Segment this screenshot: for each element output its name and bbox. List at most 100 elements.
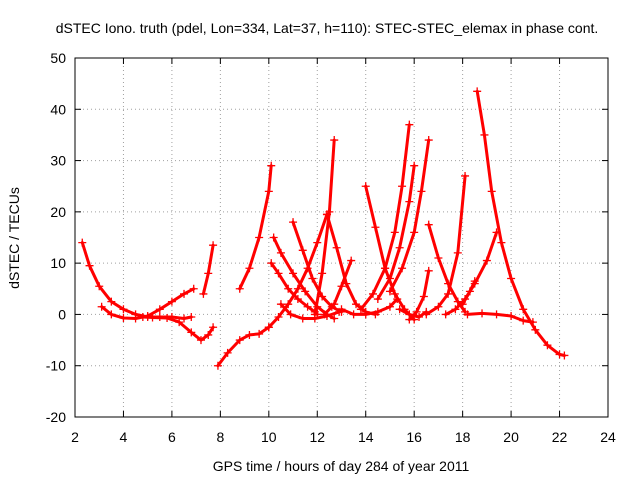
data-point [356, 305, 365, 314]
data-point [274, 312, 283, 321]
data-point [330, 136, 339, 145]
data-point [330, 300, 339, 309]
data-point [470, 277, 479, 286]
data-point [371, 223, 380, 232]
axis-ticks [74, 57, 609, 418]
data-series-23 [422, 171, 470, 319]
data-point [175, 318, 184, 327]
x-tick-label: 6 [168, 429, 176, 445]
data-point [289, 218, 298, 227]
data-series-5 [213, 323, 273, 370]
data-point [337, 305, 346, 314]
data-point [385, 302, 394, 311]
y-tick-label: -20 [46, 409, 66, 425]
data-point [507, 311, 516, 320]
series-line [388, 138, 431, 293]
y-tick-label: 10 [50, 255, 66, 271]
data-point [269, 233, 278, 242]
data-point [337, 282, 346, 291]
data-point [180, 314, 189, 323]
data-point [419, 292, 428, 301]
y-tick-label: -10 [46, 358, 66, 374]
data-point [318, 269, 327, 278]
data-point [463, 310, 472, 319]
data-point [492, 310, 501, 319]
x-tick-label: 24 [600, 429, 616, 445]
series-line [407, 269, 431, 322]
data-series-27 [473, 87, 569, 360]
data-point [405, 197, 414, 206]
y-tick-labels: -20 -10 0 10 20 30 40 50 [46, 50, 66, 425]
y-tick-label: 20 [50, 204, 66, 220]
x-tick-label: 18 [455, 429, 471, 445]
data-point [189, 284, 198, 293]
data-point [373, 295, 382, 304]
data-point [361, 182, 370, 191]
data-point [555, 350, 564, 359]
data-point [441, 310, 450, 319]
data-series-24 [441, 228, 501, 319]
data-point [453, 297, 462, 306]
series-line [238, 164, 273, 291]
data-point [308, 274, 317, 283]
series-line [279, 302, 341, 320]
data-point [444, 289, 453, 298]
data-point [155, 305, 164, 314]
x-axis-label: GPS time / hours of day 284 of year 2011 [213, 458, 470, 474]
data-point [264, 187, 273, 196]
data-point [187, 312, 196, 321]
data-point [398, 182, 407, 191]
data-point [313, 238, 322, 247]
x-tick-label: 16 [406, 429, 422, 445]
data-point [320, 310, 329, 319]
data-point [264, 323, 273, 332]
data-point [385, 274, 394, 283]
data-point [410, 161, 419, 170]
data-point [245, 330, 254, 339]
data-point [163, 314, 172, 323]
chart-title: dSTEC Iono. truth (pdel, Lon=334, Lat=37… [56, 20, 599, 36]
data-point [235, 284, 244, 293]
x-tick-labels: 2 4 6 8 10 12 14 16 18 20 22 24 [71, 429, 616, 445]
data-point [298, 314, 307, 323]
data-point [395, 305, 404, 314]
data-point [434, 302, 443, 311]
data-point [412, 307, 421, 316]
grid [75, 58, 608, 417]
series-line [359, 123, 411, 311]
data-point [368, 289, 377, 298]
data-point [453, 248, 462, 257]
data-point [424, 266, 433, 275]
data-point [352, 300, 361, 309]
data-point [330, 314, 339, 323]
series-line [291, 220, 343, 314]
data-point [303, 302, 312, 311]
data-point [196, 336, 205, 345]
data-point [458, 300, 467, 309]
data-point [398, 264, 407, 273]
data-point [209, 241, 218, 250]
data-series-12 [322, 210, 380, 319]
data-point [410, 228, 419, 237]
data-point [405, 315, 414, 324]
data-point [478, 309, 487, 318]
data-point [361, 310, 370, 319]
data-point [131, 314, 140, 323]
data-point [417, 187, 426, 196]
data-point [187, 328, 196, 337]
x-tick-label: 4 [120, 429, 128, 445]
data-point [204, 269, 213, 278]
x-tick-label: 10 [261, 429, 277, 445]
data-point [390, 228, 399, 237]
data-series-1 [78, 238, 196, 323]
series-line [313, 138, 336, 316]
data-point [199, 289, 208, 298]
data-point [213, 361, 222, 370]
data-point [255, 329, 264, 338]
data-point [531, 325, 540, 334]
data-point [276, 248, 285, 257]
data-point [497, 238, 506, 247]
data-point [289, 269, 298, 278]
data-point [424, 136, 433, 145]
data-point [148, 313, 157, 322]
